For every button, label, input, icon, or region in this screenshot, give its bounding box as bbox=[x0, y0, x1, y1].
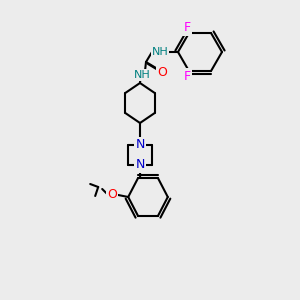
Text: F: F bbox=[183, 70, 190, 83]
Text: N: N bbox=[135, 158, 145, 172]
Text: NH: NH bbox=[134, 70, 150, 80]
Text: N: N bbox=[135, 139, 145, 152]
Text: NH: NH bbox=[152, 47, 168, 57]
Text: F: F bbox=[183, 21, 190, 34]
Text: O: O bbox=[107, 188, 117, 202]
Text: O: O bbox=[157, 67, 167, 80]
